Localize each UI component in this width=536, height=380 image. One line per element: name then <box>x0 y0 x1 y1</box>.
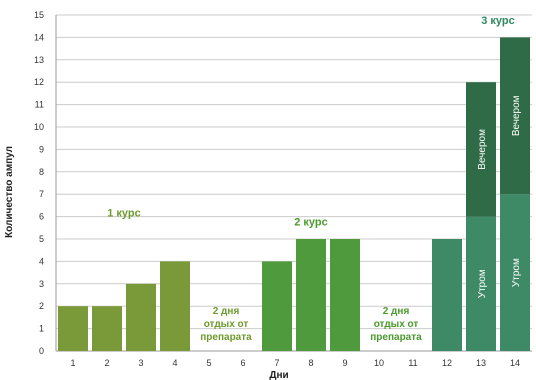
x-tick-label: 5 <box>206 358 211 368</box>
segment-label: Утром <box>511 258 522 287</box>
rest-label: отдых от <box>374 319 419 330</box>
x-tick-label: 6 <box>240 358 245 368</box>
x-tick-label: 7 <box>274 358 279 368</box>
bars: Утром Вечером Утром Вечером <box>58 37 530 351</box>
rest-label: препарата <box>200 332 252 343</box>
bar-Утром <box>330 239 360 351</box>
bar-Утром <box>160 261 190 351</box>
bar-Утром <box>466 216 496 351</box>
x-tick-label: 1 <box>70 358 75 368</box>
y-tick-label: 13 <box>34 55 44 65</box>
y-axis-title: Количество ампул <box>4 146 15 238</box>
course-label: 2 курс <box>294 217 328 229</box>
x-tick-label: 12 <box>442 358 452 368</box>
y-tick-label: 3 <box>39 279 44 289</box>
x-tick-label: 8 <box>308 358 313 368</box>
x-tick-label: 10 <box>374 358 384 368</box>
y-tick-label: 9 <box>39 144 44 154</box>
rest-label: отдых от <box>204 319 249 330</box>
y-tick-label: 14 <box>34 32 44 42</box>
y-tick-label: 10 <box>34 122 44 132</box>
bar-Вечером <box>500 37 530 195</box>
x-tick-labels: 1 2 3 4 5 6 7 8 9 10 11 12 13 14 <box>70 358 520 368</box>
y-tick-label: 7 <box>39 189 44 199</box>
bar-Утром <box>262 261 292 351</box>
y-tick-label: 15 <box>34 10 44 20</box>
segment-label: Утром <box>477 269 488 298</box>
y-tick-label: 1 <box>39 324 44 334</box>
bar-Утром <box>296 239 326 351</box>
rest-label: 2 дня <box>213 306 240 317</box>
x-tick-label: 2 <box>104 358 109 368</box>
x-tick-label: 13 <box>476 358 486 368</box>
course-label: 1 курс <box>107 208 141 220</box>
course-label: 3 курс <box>481 15 515 27</box>
bar-Утром <box>58 306 88 351</box>
y-tick-label: 5 <box>39 234 44 244</box>
y-tick-label: 0 <box>39 346 44 356</box>
bar-Вечером <box>466 82 496 217</box>
y-tick-label: 6 <box>39 212 44 222</box>
grid-lines <box>55 14 532 352</box>
y-tick-label: 4 <box>39 256 44 266</box>
y-tick-label: 8 <box>39 167 44 177</box>
x-tick-label: 3 <box>138 358 143 368</box>
bar-Утром <box>432 239 462 351</box>
x-tick-label: 9 <box>342 358 347 368</box>
x-tick-label: 14 <box>510 358 520 368</box>
rest-label: препарата <box>370 332 422 343</box>
bar-Утром <box>126 283 156 351</box>
annotations: 1 курс 2 курс 3 курс 2 дня отдых от препарата… <box>107 15 515 343</box>
x-tick-label: 4 <box>172 358 177 368</box>
x-tick-label: 11 <box>408 358 417 368</box>
y-tick-label: 12 <box>34 77 44 87</box>
segment-label: Вечером <box>511 95 522 136</box>
y-tick-label: 2 <box>39 301 44 311</box>
x-axis-title: Дни <box>269 370 288 380</box>
bar-Утром <box>500 194 530 351</box>
rest-label: 2 дня <box>383 306 410 317</box>
bar-Утром <box>92 306 122 351</box>
segment-label: Вечером <box>477 129 488 170</box>
y-tick-label: 11 <box>35 100 44 110</box>
